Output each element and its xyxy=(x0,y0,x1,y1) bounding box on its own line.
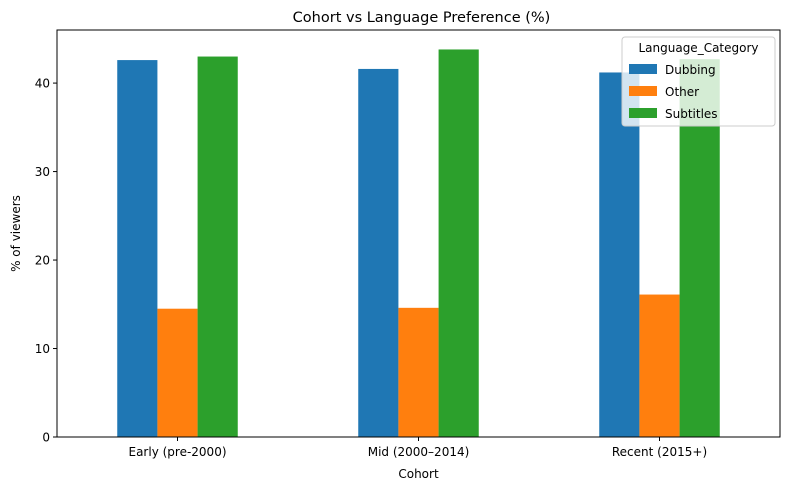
bar-dubbing-0 xyxy=(117,60,158,437)
bar-other-1 xyxy=(398,307,439,437)
y-tick-label: 30 xyxy=(35,165,50,179)
y-tick-label: 20 xyxy=(35,254,50,268)
legend-box xyxy=(621,36,776,127)
y-axis-label: % of viewers xyxy=(9,195,23,272)
plot-frame xyxy=(56,29,781,438)
legend-swatch-subtitles xyxy=(629,108,657,118)
bar-subtitles-0 xyxy=(197,56,238,437)
y-tick-label: 40 xyxy=(35,77,50,91)
chart-title: Cohort vs Language Preference (%) xyxy=(293,10,551,26)
x-tick-label: Early (pre-2000) xyxy=(128,445,226,459)
y-tick-label: 0 xyxy=(42,431,50,445)
legend-title: Language_Category xyxy=(638,41,758,55)
legend: Language_Category Dubbing Other Subtitles xyxy=(621,36,776,127)
bar-other-0 xyxy=(157,308,198,437)
bar-other-2 xyxy=(639,294,680,437)
legend-swatch-other xyxy=(629,86,657,96)
x-axis: Early (pre-2000) Mid (2000–2014) Recent (2… xyxy=(128,437,707,459)
x-tick-label: Recent (2015+) xyxy=(612,445,707,459)
y-tick-label: 10 xyxy=(35,342,50,356)
x-axis-label: Cohort xyxy=(398,467,439,481)
bar-subtitles-1 xyxy=(438,49,479,438)
x-tick-label: Mid (2000–2014) xyxy=(368,445,470,459)
bar-dubbing-1 xyxy=(358,68,399,438)
legend-label-other: Other xyxy=(665,85,699,99)
y-axis: 0 10 20 30 40 xyxy=(35,77,57,445)
legend-swatch-dubbing xyxy=(629,64,657,74)
legend-label-dubbing: Dubbing xyxy=(665,63,716,77)
legend-label-subtitles: Subtitles xyxy=(665,107,718,121)
bar-dubbing-2 xyxy=(599,72,640,437)
